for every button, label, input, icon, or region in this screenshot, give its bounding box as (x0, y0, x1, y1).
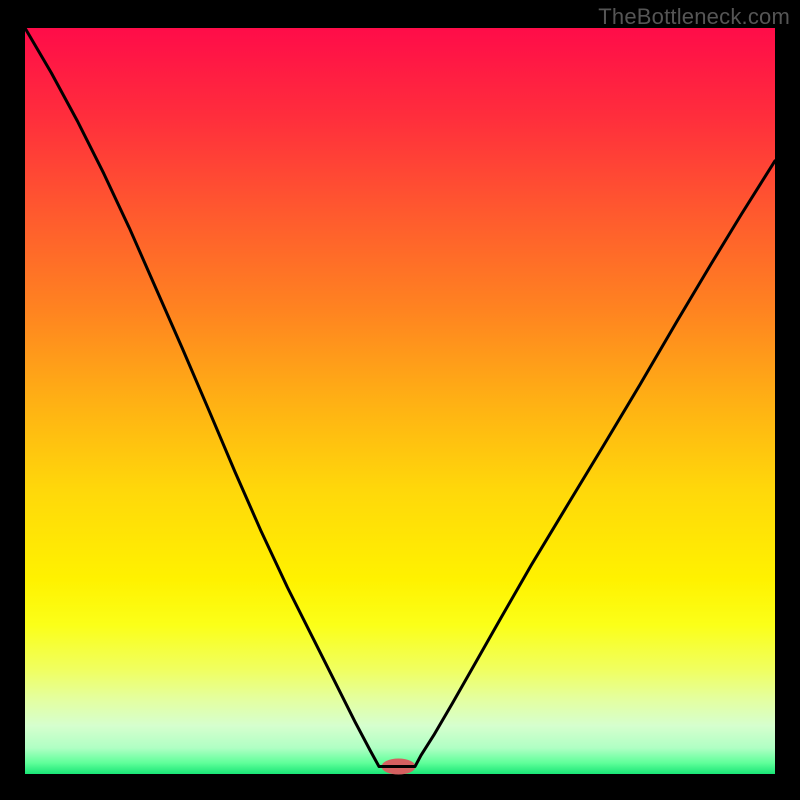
bottleneck-curve-chart (0, 0, 800, 800)
plot-background (25, 28, 775, 774)
watermark-text: TheBottleneck.com (598, 4, 790, 30)
chart-container: TheBottleneck.com (0, 0, 800, 800)
